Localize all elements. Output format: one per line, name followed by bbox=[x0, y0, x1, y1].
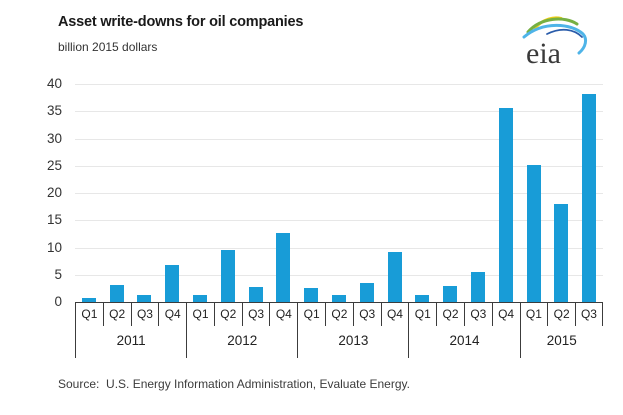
quarter-label-cell: Q4 bbox=[380, 303, 409, 326]
logo-swoosh-blue-icon bbox=[522, 23, 588, 55]
bar bbox=[220, 250, 235, 302]
gridline bbox=[75, 165, 603, 167]
quarter-label-cell: Q1 bbox=[186, 303, 214, 326]
y-axis-label: 10 bbox=[46, 239, 62, 255]
bar bbox=[359, 282, 374, 302]
bar bbox=[415, 295, 430, 302]
bar bbox=[332, 294, 346, 302]
bar bbox=[470, 272, 485, 302]
quarter-row: Q1 Q2 Q3 Q4 Q1 Q2 Q3 Q4 Q1 Q2 Q3 Q4 Q1 Q2 Q3 Q4 Q1 Q2 Q3 bbox=[75, 302, 603, 326]
bar bbox=[276, 233, 291, 302]
year-label-cell: 2011 bbox=[75, 326, 186, 358]
gridline bbox=[75, 247, 603, 249]
quarter-label-cell: Q1 bbox=[408, 303, 436, 326]
quarter-label-cell: Q2 bbox=[547, 303, 575, 326]
year-label-cell: 2012 bbox=[186, 326, 297, 358]
logo-text: eia bbox=[526, 37, 561, 70]
y-axis-label: 25 bbox=[46, 157, 62, 173]
y-axis-label: 30 bbox=[46, 130, 62, 146]
quarter-label-cell: Q2 bbox=[213, 303, 242, 326]
gridline bbox=[75, 193, 603, 194]
quarter-label-cell: Q4 bbox=[158, 303, 186, 326]
year-label-cell: 2013 bbox=[297, 326, 408, 358]
y-axis-label: 5 bbox=[54, 266, 62, 282]
quarter-label-cell: Q1 bbox=[297, 303, 325, 326]
bar bbox=[443, 286, 458, 302]
y-axis-label: 0 bbox=[54, 294, 62, 309]
bar bbox=[165, 264, 180, 302]
y-axis-label: 40 bbox=[46, 76, 62, 91]
quarter-label-cell: Q2 bbox=[102, 303, 131, 326]
x-axis: Q1 Q2 Q3 Q4 Q1 Q2 Q3 Q4 Q1 Q2 Q3 Q4 Q1 Q2 Q3 Q4 Q1 Q2 Q3 2… bbox=[75, 302, 603, 358]
gridline bbox=[75, 138, 603, 140]
quarter-label-cell: Q1 bbox=[519, 303, 548, 326]
bar bbox=[248, 286, 263, 302]
quarter-label-cell: Q3 bbox=[463, 303, 492, 326]
chart-title: Asset write-downs for oil companies bbox=[58, 14, 304, 30]
eia-logo: eia bbox=[522, 16, 588, 70]
quarter-label-cell: Q4 bbox=[269, 303, 297, 326]
chart-subtitle: billion 2015 dollars bbox=[58, 40, 158, 54]
bar bbox=[554, 203, 569, 302]
bar bbox=[582, 93, 597, 302]
gridline bbox=[75, 220, 603, 222]
gridline bbox=[75, 111, 603, 113]
logo-swoosh-green-icon bbox=[526, 17, 579, 34]
y-axis-label: 35 bbox=[46, 103, 62, 119]
quarter-label-cell: Q3 bbox=[575, 303, 603, 326]
bar bbox=[304, 288, 319, 302]
bar bbox=[526, 164, 541, 302]
quarter-label-cell: Q2 bbox=[436, 303, 464, 326]
gridline bbox=[75, 84, 603, 85]
quarter-label-cell: Q4 bbox=[491, 303, 520, 326]
bar bbox=[137, 295, 152, 302]
year-label-cell: 2015 bbox=[519, 326, 603, 358]
quarter-label-cell: Q1 bbox=[75, 303, 103, 326]
quarter-label-cell: Q3 bbox=[352, 303, 381, 326]
y-axis-label: 15 bbox=[46, 212, 62, 228]
plot-area bbox=[75, 84, 603, 302]
quarter-label-cell: Q3 bbox=[130, 303, 159, 326]
gridline bbox=[75, 274, 603, 276]
source-note: Source: U.S. Energy Information Administ… bbox=[58, 377, 410, 391]
year-label-cell: 2014 bbox=[408, 326, 519, 358]
bar bbox=[387, 251, 402, 302]
year-row: 2011 2012 2013 2014 2015 bbox=[75, 326, 603, 358]
bar bbox=[193, 294, 208, 302]
bar bbox=[109, 285, 124, 302]
quarter-label-cell: Q2 bbox=[325, 303, 353, 326]
bar bbox=[498, 107, 513, 302]
y-axis-label: 20 bbox=[46, 185, 62, 200]
bar bbox=[81, 297, 96, 302]
logo-swoosh-navy-icon bbox=[546, 28, 583, 38]
quarter-label-cell: Q3 bbox=[241, 303, 270, 326]
